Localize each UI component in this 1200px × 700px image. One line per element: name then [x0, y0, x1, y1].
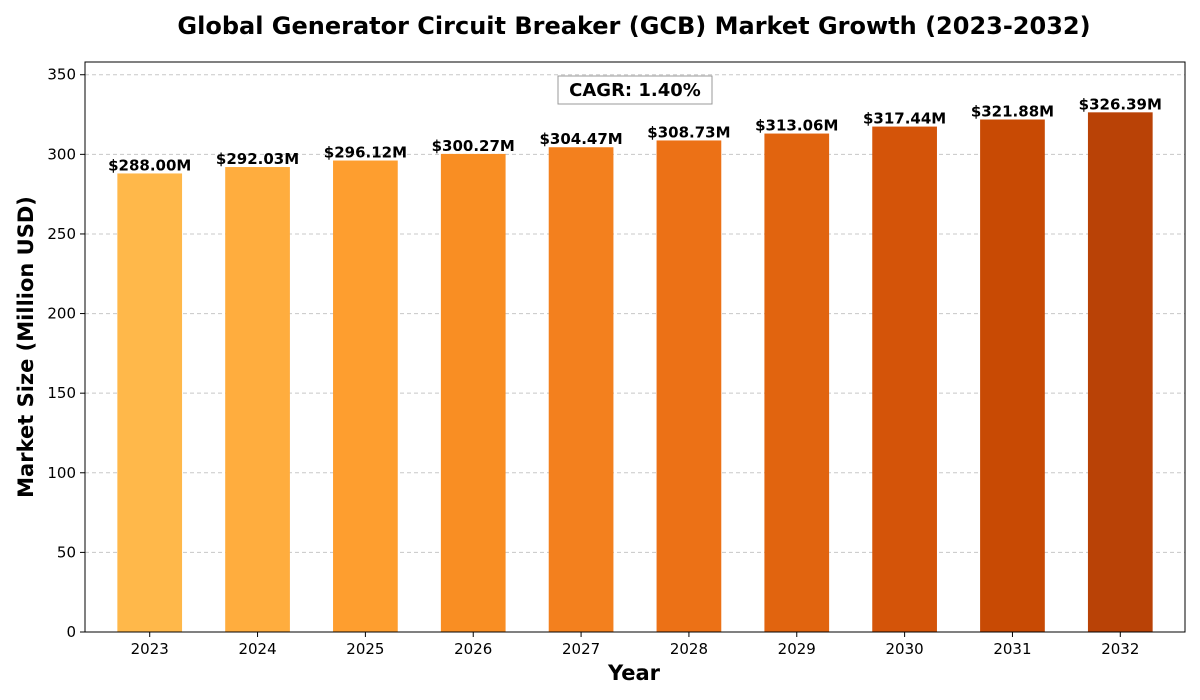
x-tick-label: 2028 [670, 640, 708, 658]
cagr-box [557, 75, 713, 105]
bar-2030 [872, 126, 937, 633]
bars [117, 112, 1153, 633]
bar-2031 [980, 119, 1045, 632]
data-labels: $288.00M $292.03M $296.12M $300.27M $304.47M… [108, 95, 1162, 174]
bar-2029 [764, 133, 830, 632]
y-tick-label: 100 [47, 464, 76, 482]
y-tick-label: 300 [47, 145, 76, 163]
x-tick-label: 2027 [562, 640, 600, 658]
bar-2024 [225, 167, 290, 633]
data-label-2028: $308.73M [647, 123, 730, 141]
y-axis-label: Market Size (Million USD) [14, 196, 38, 498]
data-label-2024: $292.03M [216, 150, 299, 168]
x-tick-label: 2031 [993, 640, 1031, 658]
data-label-2032: $326.39M [1079, 95, 1162, 113]
y-tick-label: 250 [47, 225, 76, 243]
data-label-2025: $296.12M [324, 144, 407, 162]
data-label-2023: $288.00M [108, 156, 191, 174]
x-tick-label: 2030 [886, 640, 924, 658]
x-tick-label: 2029 [778, 640, 816, 658]
data-label-2029: $313.06M [755, 117, 838, 135]
data-label-2027: $304.47M [539, 130, 622, 148]
x-tick-label: 2025 [346, 640, 384, 658]
bar-2028 [656, 140, 722, 632]
y-tick-label: 200 [47, 305, 76, 323]
x-axis-label: Year [607, 661, 661, 685]
y-tick-label: 150 [47, 384, 76, 402]
data-label-2026: $300.27M [432, 137, 515, 155]
x-tick-label: 2024 [238, 640, 276, 658]
y-tick-label: 0 [66, 623, 76, 641]
bar-2025 [333, 160, 398, 632]
bar-2032 [1087, 112, 1153, 632]
cagr-text: CAGR: 1.40% [569, 80, 701, 101]
data-label-2031: $321.88M [971, 103, 1054, 121]
y-tick-label: 50 [57, 543, 76, 561]
cagr-annotation: CAGR: 1.40% [557, 75, 713, 105]
bar-2023 [117, 173, 183, 632]
data-label-2030: $317.44M [863, 110, 946, 128]
y-tick-label: 350 [47, 66, 76, 84]
bar-2026 [440, 153, 506, 632]
chart-title: Global Generator Circuit Breaker (GCB) M… [177, 12, 1090, 40]
x-tick-label: 2026 [454, 640, 492, 658]
x-tick-label: 2032 [1101, 640, 1139, 658]
x-tick-label: 2023 [131, 640, 169, 658]
x-axis-ticks: 2023 2024 2025 2026 2027 2028 2029 2030 2031 2032 [131, 632, 1139, 658]
plot-frame [84, 61, 1186, 633]
y-axis-ticks: 0 50 100 150 200 250 300 350 [47, 66, 85, 641]
bar-2027 [548, 147, 614, 633]
